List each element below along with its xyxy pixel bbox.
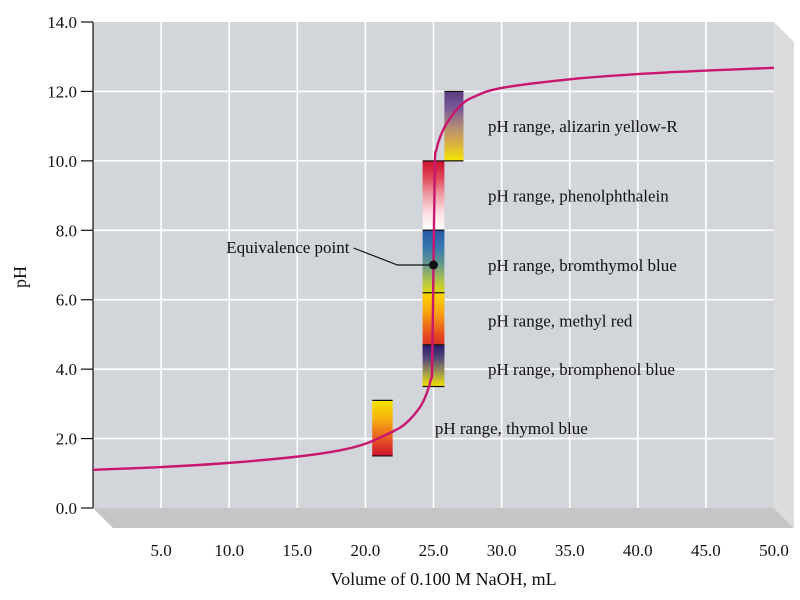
equivalence-layer: Equivalence point xyxy=(226,238,438,270)
indicator-label: pH range, alizarin yellow-R xyxy=(488,117,678,136)
indicator-label: pH range, phenolphthalein xyxy=(488,187,669,206)
curve-layer xyxy=(92,66,775,472)
equivalence-point-label: Equivalence point xyxy=(226,238,349,257)
x-tick-label: 35.0 xyxy=(555,541,585,560)
indicator-bar xyxy=(444,91,464,161)
x-tick-label: 15.0 xyxy=(282,541,312,560)
x-tick-label: 45.0 xyxy=(691,541,721,560)
x-tick-label: 5.0 xyxy=(150,541,171,560)
indicator-label: pH range, bromphenol blue xyxy=(488,360,675,379)
y-tick-label: 4.0 xyxy=(56,360,77,379)
indicator-bar xyxy=(422,344,445,387)
y-tick-label: 6.0 xyxy=(56,291,77,310)
indicator-labels: pH range, alizarin yellow-R pH range, phe… xyxy=(435,117,679,438)
x-tick-label: 25.0 xyxy=(419,541,449,560)
y-tick-label: 0.0 xyxy=(56,499,77,518)
plot-side-wall xyxy=(774,22,794,528)
titration-curve xyxy=(92,66,775,472)
y-tick-label: 14.0 xyxy=(47,13,77,32)
x-tick-label: 10.0 xyxy=(214,541,244,560)
x-tick-label: 30.0 xyxy=(487,541,517,560)
x-axis-ticks: 5.0 10.0 15.0 20.0 25.0 30.0 35.0 40.0 45.0 50.0 xyxy=(150,541,788,560)
indicator-bar xyxy=(372,400,393,456)
indicator-label: pH range, bromthymol blue xyxy=(488,256,677,275)
indicator-ranges xyxy=(372,90,464,457)
x-tick-label: 20.0 xyxy=(351,541,381,560)
plot-floor xyxy=(93,508,794,528)
equivalence-point-marker xyxy=(429,260,438,270)
x-tick-label: 50.0 xyxy=(759,541,789,560)
indicator-label: pH range, thymol blue xyxy=(435,419,588,438)
equivalence-leader-line xyxy=(353,247,434,266)
x-tick-label: 40.0 xyxy=(623,541,653,560)
y-tick-label: 8.0 xyxy=(56,221,77,240)
indicator-label: pH range, methyl red xyxy=(488,312,633,331)
x-axis-title: Volume of 0.100 M NaOH, mL xyxy=(330,569,556,589)
y-tick-label: 10.0 xyxy=(47,152,77,171)
y-axis-title: pH xyxy=(10,266,30,288)
y-axis-ticks: 0.0 2.0 4.0 6.0 8.0 10.0 12.0 14.0 xyxy=(47,13,93,518)
y-tick-label: 2.0 xyxy=(56,430,77,449)
y-tick-label: 12.0 xyxy=(47,82,77,101)
